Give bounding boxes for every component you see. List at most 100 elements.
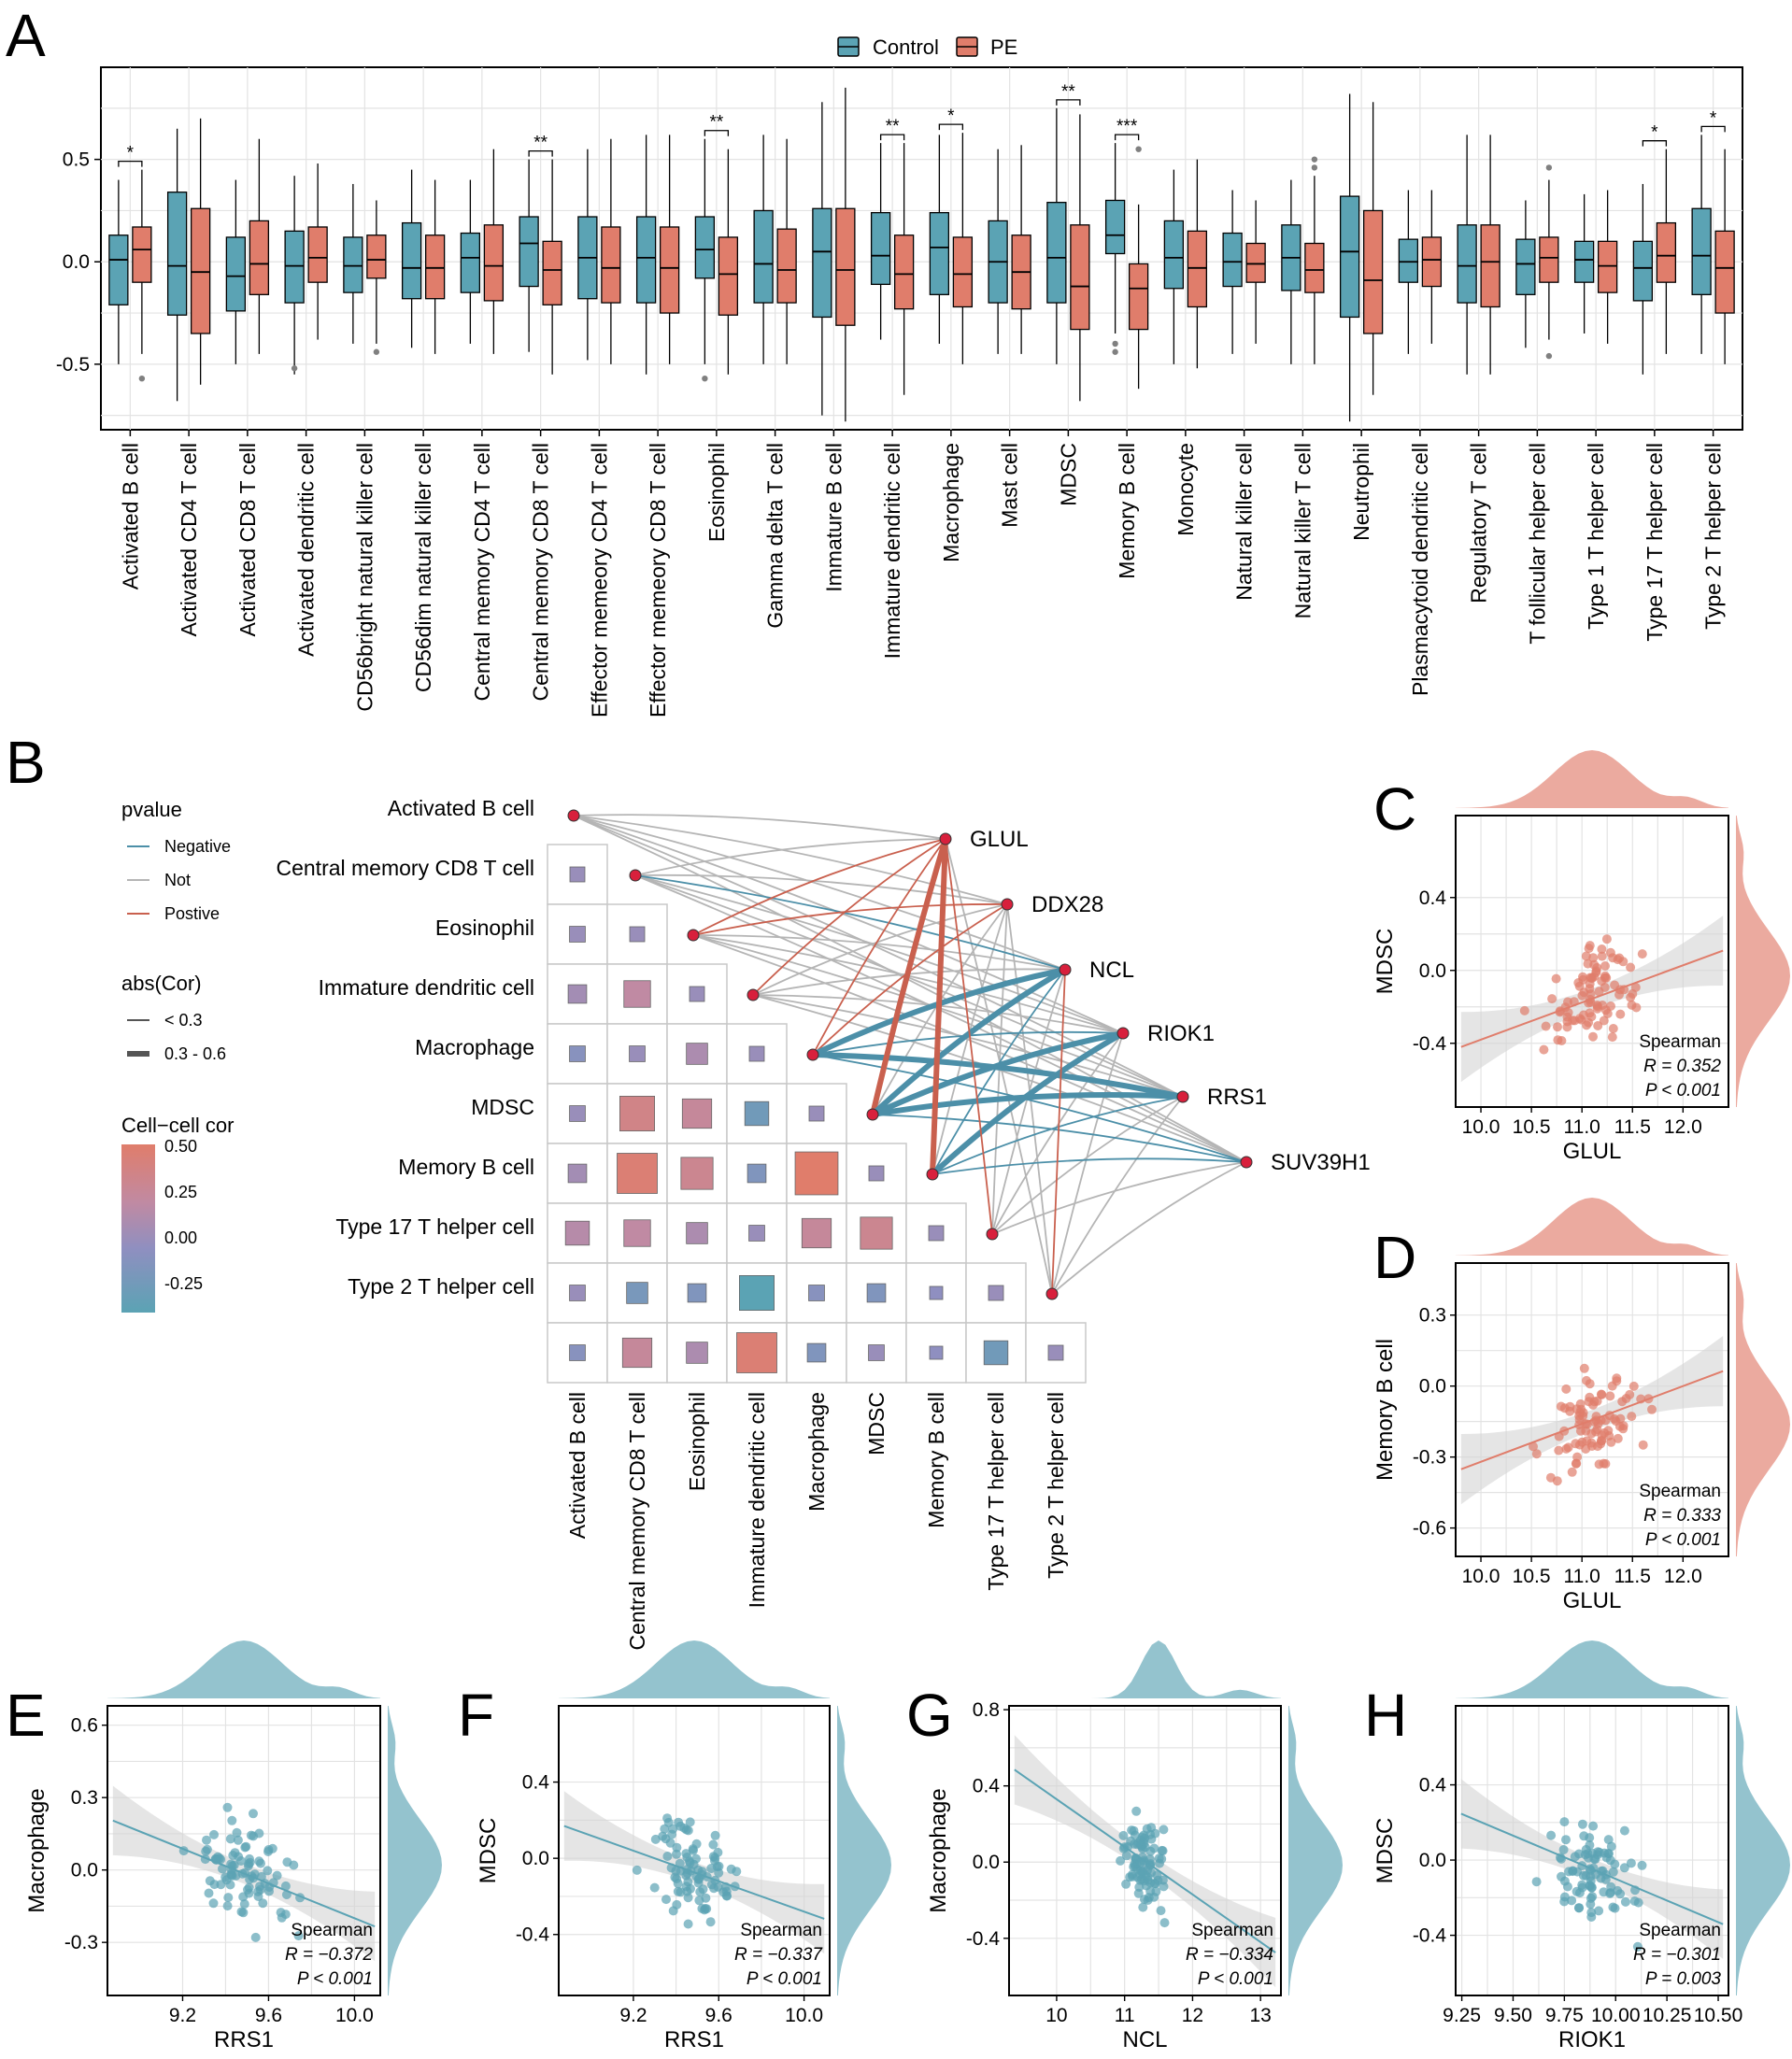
- x-tick-label: Plasmacytoid dendritic cell: [1408, 443, 1432, 696]
- data-point: [208, 1898, 219, 1909]
- y-tick-label: 0.4: [1419, 1775, 1447, 1796]
- data-point: [1620, 1896, 1630, 1907]
- correlation-link: [932, 1096, 1184, 1175]
- y-axis-label: Macrophage: [926, 1788, 951, 1912]
- data-point: [1586, 1908, 1597, 1918]
- box-control-7: [460, 179, 481, 344]
- x-tick-label: Natural killer cell: [1232, 443, 1257, 601]
- box-iqr: [249, 220, 270, 295]
- panel-letter-b: B: [6, 729, 46, 796]
- data-point: [1628, 1381, 1639, 1391]
- data-point: [1613, 1433, 1623, 1443]
- data-point: [1578, 1870, 1588, 1881]
- box-control-2: [166, 128, 188, 402]
- data-point: [714, 1867, 724, 1878]
- data-point: [1553, 1022, 1562, 1032]
- cell-node: [687, 929, 700, 942]
- data-point: [1589, 959, 1600, 970]
- heatmap-square: [929, 1285, 944, 1300]
- data-point: [1610, 1903, 1620, 1913]
- data-point: [214, 1853, 224, 1864]
- data-point: [1637, 949, 1647, 959]
- y-tick-label: 0.0: [63, 251, 90, 273]
- x-tick-label: 9.2: [619, 2005, 647, 2026]
- regression-line: [1460, 1812, 1724, 1925]
- box-pe-8: [542, 159, 562, 375]
- data-point: [1562, 1022, 1572, 1032]
- data-point: [1133, 1888, 1144, 1898]
- data-point: [1559, 1896, 1570, 1907]
- x-tick-label: MDSC: [1056, 443, 1080, 506]
- panel-letter-h: H: [1364, 1682, 1407, 1749]
- data-point: [1150, 1828, 1160, 1839]
- data-point: [1558, 1845, 1569, 1854]
- legend-color-tick: 0.25: [164, 1183, 197, 1201]
- heatmap-square: [868, 1344, 885, 1361]
- box-iqr: [753, 209, 774, 304]
- data-point: [706, 1880, 717, 1890]
- y-axis-label: MDSC: [1372, 1818, 1398, 1884]
- x-tick-label: CD56bright natural killer cell: [352, 443, 377, 712]
- panel-a-legend: Control PE: [837, 36, 1017, 59]
- box-iqr: [542, 240, 562, 305]
- data-point: [1579, 1831, 1589, 1841]
- box-iqr: [1070, 224, 1090, 331]
- data-point: [1116, 1855, 1126, 1866]
- box-control-23: [1398, 190, 1419, 354]
- stat-method: Spearman: [740, 1921, 822, 1940]
- y-tick-label: 0.3: [71, 1787, 98, 1809]
- heatmap-square: [748, 1045, 765, 1062]
- x-tick-label: Natural killer T cell: [1290, 443, 1315, 618]
- data-point: [1619, 1863, 1629, 1873]
- box-pe-26: [1597, 190, 1618, 344]
- marginal-density-x: [1456, 1640, 1728, 1698]
- correlation-link: [573, 815, 1008, 905]
- correlation-link: [692, 838, 946, 936]
- stat-method: Spearman: [1639, 1482, 1721, 1501]
- stat-method: Spearman: [291, 1921, 373, 1940]
- panel-b-network: GLUL DDX28 NCL RIOK1 RRS1 SUV39H1: [567, 809, 1371, 1300]
- heatmap-square: [686, 1043, 708, 1065]
- data-point: [1601, 1853, 1612, 1863]
- y-tick-label: 0.3: [1419, 1305, 1446, 1327]
- stat-r: R = −0.334: [1186, 1945, 1273, 1965]
- box-control-10: [635, 135, 657, 375]
- data-point: [1541, 1021, 1551, 1031]
- data-point: [1605, 1391, 1615, 1401]
- heatmap-square: [569, 1105, 586, 1122]
- data-point: [1159, 1918, 1170, 1928]
- box-control-24: [1457, 135, 1477, 375]
- x-axis-label: GLUL: [1563, 1139, 1622, 1164]
- data-point: [1562, 1882, 1572, 1892]
- heatmap-square: [748, 1225, 765, 1242]
- y-tick-label: 0.0: [973, 1852, 1000, 1873]
- data-point: [706, 1864, 717, 1873]
- column-label: Type 17 T helper cell: [984, 1392, 1008, 1591]
- box-iqr: [1597, 240, 1618, 293]
- correlation-link: [692, 903, 1008, 936]
- data-point: [1608, 1024, 1618, 1033]
- x-tick-label: 9.75: [1545, 2005, 1584, 2026]
- data-point: [1577, 1880, 1587, 1890]
- gene-label: RIOK1: [1147, 1021, 1215, 1046]
- data-point: [249, 1809, 258, 1819]
- panel-a-x-axis: Activated B cell Activated CD4 T cell Acti…: [118, 430, 1726, 717]
- correlation-link: [930, 836, 948, 1177]
- box-iqr: [1539, 236, 1559, 283]
- box-iqr: [1656, 221, 1677, 283]
- column-label: Activated B cell: [565, 1392, 590, 1539]
- column-label: Macrophage: [804, 1392, 829, 1512]
- data-point: [272, 1870, 282, 1881]
- box-pe-9: [601, 138, 621, 364]
- heatmap-square: [806, 1342, 827, 1363]
- heatmap-square: [794, 1151, 839, 1196]
- significance-bracket: [704, 130, 730, 136]
- x-tick-label: Effector memeory CD8 T cell: [646, 443, 670, 717]
- stat-method: Spearman: [1191, 1921, 1273, 1940]
- significance-bracket: [1642, 140, 1668, 147]
- significance-label: **: [533, 134, 548, 153]
- data-point: [1156, 1906, 1166, 1916]
- data-point: [1586, 1893, 1596, 1903]
- box-pe-12: [776, 138, 797, 364]
